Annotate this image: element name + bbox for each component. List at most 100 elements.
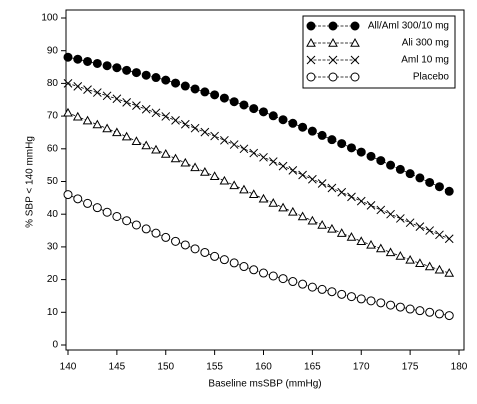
marker: [306, 37, 316, 47]
marker: [229, 140, 239, 149]
series: [63, 52, 454, 196]
marker: [131, 136, 142, 145]
marker: [405, 254, 415, 264]
series-line: [67, 56, 450, 192]
series-line: [67, 112, 450, 274]
marker: [161, 232, 171, 242]
marker: [444, 186, 454, 196]
marker: [395, 214, 405, 223]
marker: [170, 153, 181, 163]
marker: [386, 209, 395, 219]
marker: [298, 122, 308, 132]
marker: [248, 189, 259, 198]
marker: [395, 302, 405, 312]
marker: [268, 198, 279, 207]
marker: [112, 127, 122, 137]
marker: [434, 309, 444, 319]
marker: [386, 160, 396, 170]
marker: [132, 101, 141, 110]
marker: [268, 157, 278, 166]
y-tick-label: 70: [47, 111, 59, 122]
x-tick-label: 155: [206, 362, 223, 373]
marker: [151, 108, 161, 118]
marker: [435, 230, 444, 240]
marker: [92, 119, 103, 129]
series: [63, 107, 455, 277]
marker: [356, 147, 366, 157]
marker: [171, 236, 181, 246]
marker: [249, 148, 259, 158]
y-axis-label: % SBP < 140 mmHg: [25, 136, 36, 228]
marker: [328, 55, 338, 65]
marker: [317, 284, 327, 294]
marker: [259, 107, 268, 117]
x-tick-label: 175: [402, 362, 419, 373]
marker: [239, 100, 249, 110]
marker: [180, 81, 190, 91]
marker: [151, 228, 161, 238]
marker: [350, 37, 360, 47]
marker: [161, 75, 171, 85]
series-line: [67, 83, 450, 240]
marker: [405, 218, 415, 228]
marker: [180, 119, 190, 129]
marker: [328, 21, 338, 31]
marker: [92, 203, 102, 213]
marker: [278, 202, 288, 212]
legend-label: Ali 300 mg: [402, 38, 449, 49]
marker: [268, 271, 278, 281]
marker: [386, 300, 396, 310]
marker: [337, 139, 347, 149]
marker: [350, 21, 360, 31]
y-tick-label: 100: [41, 13, 58, 24]
marker: [63, 79, 73, 88]
marker: [337, 187, 347, 197]
marker: [92, 88, 102, 97]
marker: [229, 180, 240, 190]
marker: [210, 90, 220, 100]
y-tick-label: 90: [47, 45, 59, 56]
marker: [200, 87, 210, 97]
marker: [210, 251, 220, 261]
marker: [239, 184, 249, 194]
marker: [307, 282, 317, 292]
marker: [306, 21, 316, 31]
marker: [356, 196, 366, 206]
marker: [121, 131, 132, 141]
legend-label: Aml 10 mg: [401, 55, 449, 66]
marker: [161, 112, 171, 121]
marker: [434, 264, 445, 274]
marker: [141, 70, 151, 80]
marker: [288, 118, 298, 128]
marker: [229, 258, 239, 268]
marker: [366, 151, 376, 161]
marker: [219, 255, 229, 265]
legend-label: Placebo: [413, 72, 450, 83]
marker: [141, 224, 151, 234]
marker: [190, 84, 200, 94]
marker: [425, 307, 435, 317]
marker: [219, 175, 230, 185]
marker: [73, 81, 83, 91]
legend: All/Aml 300/10 mg Ali 300 mg Aml 10 mg Plac…: [302, 15, 456, 89]
marker: [356, 294, 366, 304]
x-tick-label: 170: [353, 362, 370, 373]
marker: [366, 201, 376, 210]
marker: [306, 55, 316, 65]
marker: [83, 85, 92, 94]
marker: [63, 190, 73, 200]
marker: [415, 306, 425, 316]
series: [63, 79, 454, 244]
marker: [72, 111, 83, 121]
marker: [415, 258, 425, 267]
marker: [395, 164, 405, 174]
marker: [131, 220, 141, 230]
marker: [141, 104, 151, 114]
marker: [375, 243, 386, 253]
marker: [328, 72, 338, 82]
marker: [239, 262, 249, 272]
marker: [122, 65, 132, 75]
marker: [92, 58, 102, 68]
marker: [425, 177, 435, 187]
marker: [190, 123, 200, 133]
